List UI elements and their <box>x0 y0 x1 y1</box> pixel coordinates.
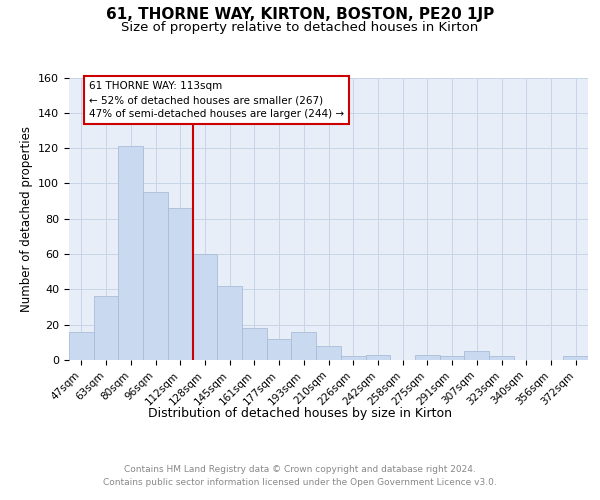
Text: 61, THORNE WAY, KIRTON, BOSTON, PE20 1JP: 61, THORNE WAY, KIRTON, BOSTON, PE20 1JP <box>106 8 494 22</box>
Text: Size of property relative to detached houses in Kirton: Size of property relative to detached ho… <box>121 22 479 35</box>
Text: 61 THORNE WAY: 113sqm
← 52% of detached houses are smaller (267)
47% of semi-det: 61 THORNE WAY: 113sqm ← 52% of detached … <box>89 81 344 119</box>
Bar <box>242 328 267 360</box>
Bar <box>143 192 168 360</box>
Bar <box>94 296 118 360</box>
Bar <box>415 354 440 360</box>
Bar <box>489 356 514 360</box>
Bar <box>365 354 390 360</box>
Bar <box>292 332 316 360</box>
Bar <box>69 332 94 360</box>
Bar <box>217 286 242 360</box>
Bar <box>118 146 143 360</box>
Bar <box>193 254 217 360</box>
Text: Distribution of detached houses by size in Kirton: Distribution of detached houses by size … <box>148 408 452 420</box>
Text: Contains HM Land Registry data © Crown copyright and database right 2024.
Contai: Contains HM Land Registry data © Crown c… <box>103 465 497 487</box>
Bar <box>267 339 292 360</box>
Bar <box>440 356 464 360</box>
Bar <box>168 208 193 360</box>
Bar <box>316 346 341 360</box>
Bar <box>341 356 365 360</box>
Y-axis label: Number of detached properties: Number of detached properties <box>20 126 32 312</box>
Bar <box>464 351 489 360</box>
Bar <box>563 356 588 360</box>
